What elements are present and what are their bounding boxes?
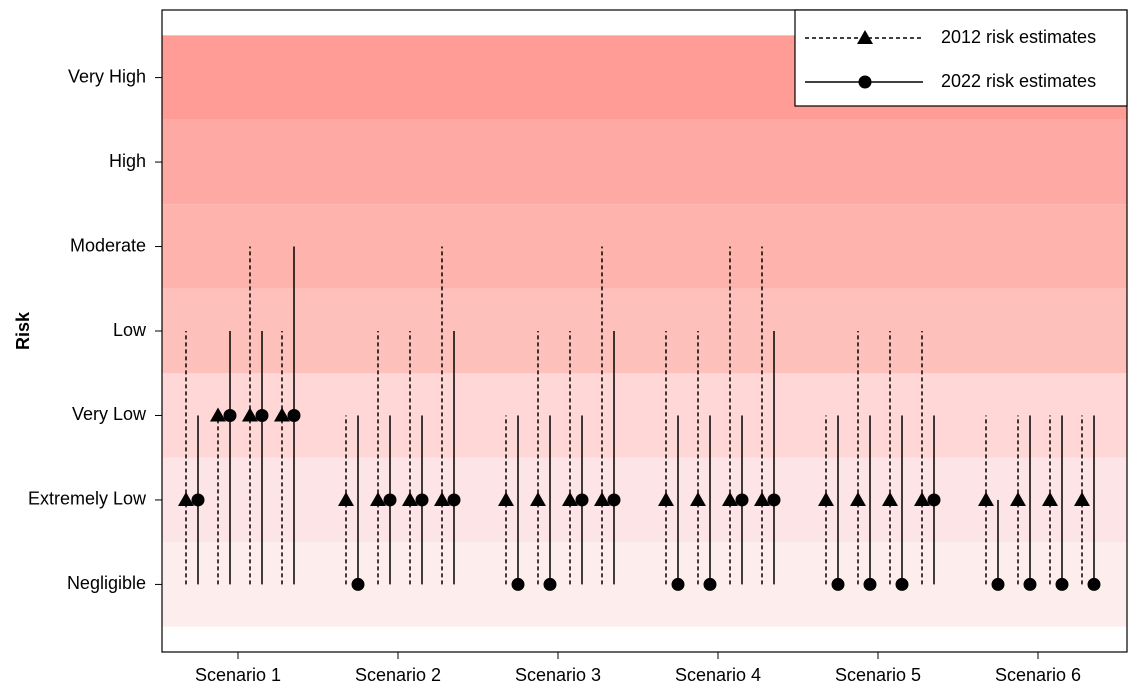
triangle-marker <box>338 491 354 506</box>
circle-marker <box>1055 577 1069 591</box>
plot-frame <box>161 9 1128 653</box>
risk-band <box>162 373 1127 458</box>
y-axis-label: Risk <box>13 311 33 350</box>
triangle-marker <box>242 407 258 422</box>
x-tick-label: Scenario 1 <box>195 665 281 685</box>
risk-band <box>162 119 1127 205</box>
circle-marker <box>223 408 237 422</box>
circle-marker <box>255 408 269 422</box>
circle-marker <box>287 408 301 422</box>
x-tick-label: Scenario 6 <box>995 665 1081 685</box>
circle-marker <box>735 493 749 507</box>
triangle-marker <box>274 407 290 422</box>
circle-marker <box>991 577 1005 591</box>
y-tick-label: Negligible <box>67 573 146 593</box>
circle-marker <box>511 577 525 591</box>
circle-marker <box>607 493 621 507</box>
triangle-marker <box>594 491 610 506</box>
circle-marker <box>1023 577 1037 591</box>
risk-band <box>162 288 1127 374</box>
x-tick-label: Scenario 2 <box>355 665 441 685</box>
triangle-marker <box>914 491 930 506</box>
triangle-marker <box>690 491 706 506</box>
circle-marker <box>383 493 397 507</box>
circle-marker <box>575 493 589 507</box>
circle-marker <box>447 493 461 507</box>
x-tick-label: Scenario 4 <box>675 665 761 685</box>
legend-label: 2012 risk estimates <box>941 27 1096 47</box>
triangle-marker <box>978 491 994 506</box>
triangle-marker <box>722 491 738 506</box>
triangle-marker <box>370 491 386 506</box>
triangle-marker <box>1010 491 1026 506</box>
circle-marker <box>543 577 557 591</box>
triangle-marker <box>498 491 514 506</box>
circle-marker <box>831 577 845 591</box>
triangle-marker <box>850 491 866 506</box>
y-tick-label: Moderate <box>70 235 146 255</box>
triangle-marker <box>754 491 770 506</box>
x-tick-label: Scenario 5 <box>835 665 921 685</box>
circle-marker <box>191 493 205 507</box>
triangle-marker <box>178 491 194 506</box>
circle-marker <box>927 493 941 507</box>
circle-marker <box>863 577 877 591</box>
circle-marker <box>895 577 909 591</box>
triangle-marker <box>434 491 450 506</box>
triangle-marker <box>562 491 578 506</box>
circle-marker <box>767 493 781 507</box>
triangle-marker <box>882 491 898 506</box>
circle-marker <box>703 577 717 591</box>
circle-marker <box>351 577 365 591</box>
legend-box <box>794 9 1128 107</box>
y-tick-label: Low <box>113 320 147 340</box>
circle-marker <box>1087 577 1101 591</box>
circle-marker <box>671 577 685 591</box>
triangle-marker <box>658 491 674 506</box>
risk-band <box>162 457 1127 543</box>
triangle-marker <box>210 407 226 422</box>
circle-marker <box>858 75 872 89</box>
triangle-marker <box>530 491 546 506</box>
circle-marker <box>415 493 429 507</box>
triangle-marker <box>1074 491 1090 506</box>
y-tick-label: Very Low <box>72 404 147 424</box>
triangle-marker <box>818 491 834 506</box>
legend-label: 2022 risk estimates <box>941 71 1096 91</box>
y-tick-label: High <box>109 151 146 171</box>
risk-band <box>162 542 1127 627</box>
y-tick-label: Extremely Low <box>28 489 147 509</box>
x-tick-label: Scenario 3 <box>515 665 601 685</box>
triangle-marker <box>402 491 418 506</box>
risk-band <box>162 204 1127 289</box>
triangle-marker <box>857 30 873 44</box>
y-tick-label: Very High <box>68 66 146 86</box>
triangle-marker <box>1042 491 1058 506</box>
